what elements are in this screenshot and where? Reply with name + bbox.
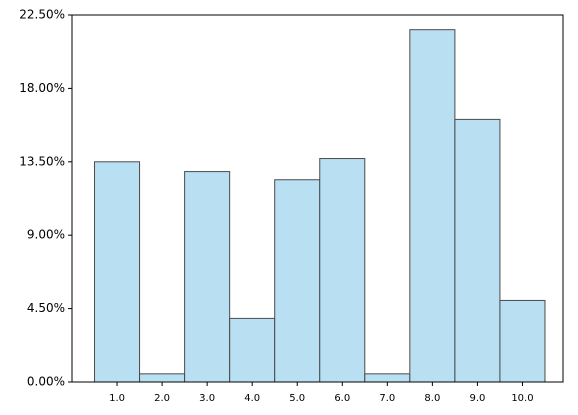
bar (409, 29, 456, 383)
x-tick-label: 10.0 (511, 393, 533, 404)
y-tick-label: 22.50% (19, 8, 65, 22)
bar (274, 179, 321, 383)
y-tick-label: 0.00% (27, 375, 65, 389)
y-tick-label: 9.00% (27, 228, 65, 242)
x-tick-label: 4.0 (244, 393, 260, 404)
bar (319, 158, 366, 383)
x-tick-label: 6.0 (334, 393, 350, 404)
bar (139, 373, 186, 383)
bar (454, 118, 501, 383)
x-tick-label: 3.0 (199, 393, 215, 404)
bar (499, 299, 546, 383)
bar (229, 317, 276, 383)
x-tick-label: 7.0 (379, 393, 395, 404)
y-tick-label: 4.50% (27, 301, 65, 315)
x-tick-label: 5.0 (289, 393, 305, 404)
bar (184, 171, 231, 383)
x-tick-label: 8.0 (424, 393, 440, 404)
x-tick-label: 2.0 (154, 393, 170, 404)
y-tick-label: 18.00% (19, 81, 65, 95)
bar (94, 161, 141, 383)
x-tick-label: 9.0 (469, 393, 485, 404)
y-tick-label: 13.50% (19, 154, 65, 168)
axes-frame (71, 14, 564, 383)
x-tick-label: 1.0 (109, 393, 125, 404)
bar (364, 373, 411, 383)
